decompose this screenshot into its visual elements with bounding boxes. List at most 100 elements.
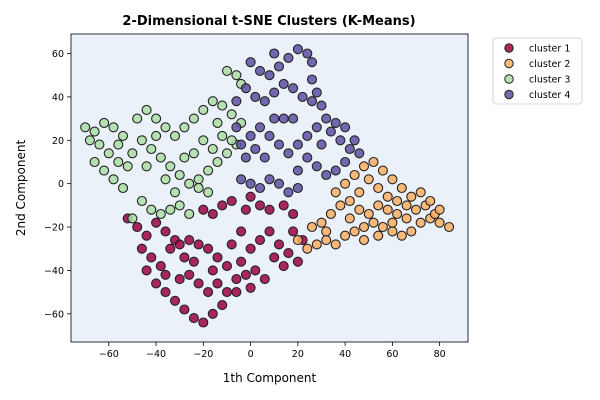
data-point xyxy=(160,226,171,237)
data-point xyxy=(311,239,322,250)
data-point xyxy=(340,122,351,133)
x-tick-label: −60 xyxy=(99,349,119,360)
data-point xyxy=(335,135,346,146)
data-point xyxy=(340,230,351,241)
data-point xyxy=(330,117,341,128)
data-point xyxy=(273,61,285,72)
data-point xyxy=(387,174,398,185)
data-point xyxy=(316,139,327,150)
data-point xyxy=(321,169,332,181)
data-point xyxy=(321,113,332,124)
data-point xyxy=(207,143,218,155)
data-point xyxy=(155,152,166,163)
data-point xyxy=(288,226,299,237)
data-point xyxy=(151,130,162,141)
data-point xyxy=(311,87,322,98)
data-point xyxy=(368,156,379,168)
data-point xyxy=(117,130,129,141)
data-point xyxy=(273,139,285,150)
legend-marker xyxy=(504,74,514,84)
x-axis-label: 1th Component xyxy=(223,371,317,385)
data-point xyxy=(264,70,275,81)
data-point xyxy=(236,174,247,185)
data-point xyxy=(325,208,336,220)
data-point xyxy=(245,191,256,202)
data-point xyxy=(84,135,95,146)
data-point xyxy=(236,226,247,237)
data-point xyxy=(292,44,303,55)
data-point xyxy=(340,156,351,168)
data-point xyxy=(273,178,285,189)
data-point xyxy=(212,117,223,128)
data-point xyxy=(335,200,346,211)
data-point xyxy=(136,135,147,146)
data-point xyxy=(155,261,166,272)
axis-ticks: −60 −40 −20 0 20 40 60 80 −60 −40 −20 0 20 40 60 xyxy=(44,49,446,360)
data-point xyxy=(406,191,417,202)
data-point xyxy=(273,239,285,250)
data-point xyxy=(311,122,322,133)
data-point xyxy=(264,204,275,215)
data-point xyxy=(245,178,256,189)
data-point xyxy=(311,161,322,172)
data-point xyxy=(221,287,233,298)
data-point xyxy=(444,221,455,233)
x-tick-label: −40 xyxy=(146,349,166,360)
data-point xyxy=(344,143,355,155)
data-point xyxy=(240,152,251,163)
data-point xyxy=(226,239,237,250)
data-point xyxy=(132,221,143,233)
data-point xyxy=(415,187,426,198)
data-point xyxy=(160,287,171,298)
data-point xyxy=(160,269,171,280)
data-point xyxy=(165,204,176,215)
data-point xyxy=(207,96,218,107)
data-point xyxy=(358,161,370,172)
data-point xyxy=(288,208,299,220)
data-point xyxy=(302,130,313,141)
data-point xyxy=(259,274,270,285)
data-point xyxy=(165,161,176,172)
data-point xyxy=(236,139,247,150)
y-tick-label: 0 xyxy=(58,179,64,190)
data-point xyxy=(193,182,204,194)
y-axis-label: 2nd Component xyxy=(14,140,28,237)
series-2 xyxy=(292,156,455,254)
data-point xyxy=(330,165,341,176)
x-tick-label: −20 xyxy=(193,349,213,360)
data-point xyxy=(203,187,214,198)
data-point xyxy=(288,113,299,124)
data-point xyxy=(269,113,280,124)
data-point xyxy=(207,308,218,319)
data-point xyxy=(425,195,436,207)
data-point xyxy=(198,204,209,215)
data-point xyxy=(231,122,242,133)
data-point xyxy=(122,161,133,172)
data-point xyxy=(406,226,417,237)
data-point xyxy=(434,217,445,228)
y-tick-label: −20 xyxy=(44,223,64,234)
data-point xyxy=(302,48,313,59)
data-point xyxy=(264,226,275,237)
data-point xyxy=(259,152,270,163)
data-point xyxy=(117,182,129,194)
data-point xyxy=(368,217,379,228)
data-point xyxy=(179,152,190,163)
data-point xyxy=(240,204,251,215)
data-point xyxy=(377,221,388,233)
data-point xyxy=(127,148,138,159)
data-point xyxy=(283,248,294,259)
data-point xyxy=(226,109,237,120)
data-point xyxy=(349,135,360,146)
data-point xyxy=(269,48,280,59)
data-point xyxy=(316,100,327,111)
data-point xyxy=(217,200,228,211)
data-point xyxy=(316,217,327,228)
data-point xyxy=(207,265,218,276)
data-point xyxy=(358,235,370,246)
data-point xyxy=(240,269,251,280)
data-point xyxy=(174,239,185,250)
data-point xyxy=(245,130,256,141)
data-point xyxy=(283,148,294,159)
